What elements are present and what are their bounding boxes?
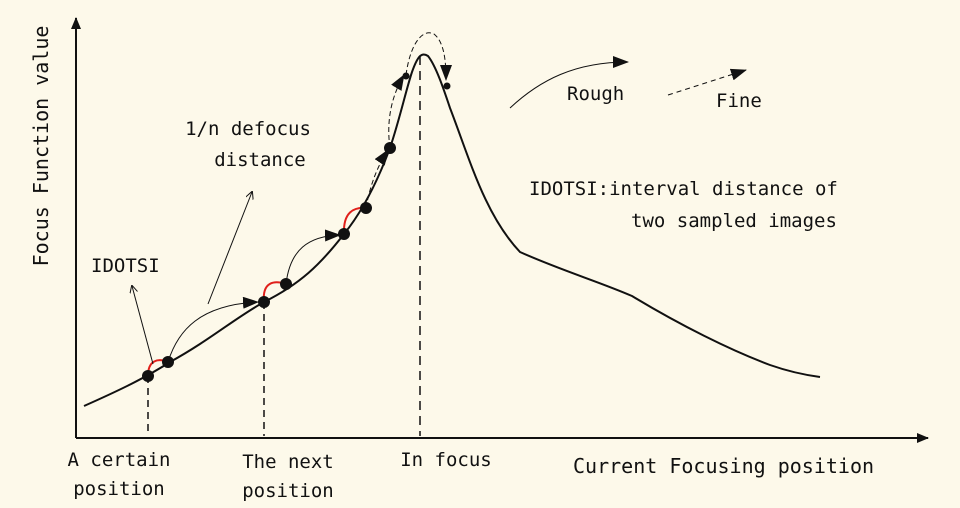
idotsi-label: IDOTSI	[91, 255, 160, 277]
rough-step-arrow-1	[167, 296, 259, 363]
next-position-label-2: position	[242, 480, 334, 502]
next-position-label-1: The next	[242, 451, 334, 473]
certain-position-label-2: position	[73, 478, 165, 500]
x-axis-label: Current Focusing position	[573, 454, 874, 478]
rough-step-arrow-2	[285, 229, 341, 285]
sample-point	[443, 82, 451, 90]
idotsi-pointer-line	[132, 286, 154, 365]
sample-point	[162, 356, 174, 368]
defocus-pointer-line	[207, 192, 252, 305]
sample-point	[142, 370, 154, 382]
sample-point	[338, 228, 350, 240]
idotsi-definition-1: IDOTSI:interval distance of	[529, 178, 838, 200]
certain-position-label-1: A certain	[68, 449, 171, 471]
rough-step-arrow-3	[365, 149, 389, 209]
y-axis-label: Focus Function value	[29, 26, 53, 267]
defocus-label-1: 1/n defocus	[185, 118, 311, 140]
sample-point	[360, 202, 372, 214]
idotsi-definition-2: two sampled images	[631, 210, 837, 232]
focus-curve	[83, 53, 821, 407]
rough-legend-label: Rough	[567, 83, 624, 105]
fine-legend-label: Fine	[716, 90, 762, 112]
fine-legend-arrow	[667, 68, 747, 96]
in-focus-label: In focus	[400, 449, 492, 471]
sample-point	[402, 72, 410, 80]
fine-step-arrow-2	[405, 32, 452, 81]
defocus-label-2: distance	[214, 149, 306, 171]
rough-legend-arrow	[509, 56, 629, 109]
sample-point	[258, 296, 270, 308]
sample-point	[384, 142, 396, 154]
sample-point	[280, 278, 292, 290]
